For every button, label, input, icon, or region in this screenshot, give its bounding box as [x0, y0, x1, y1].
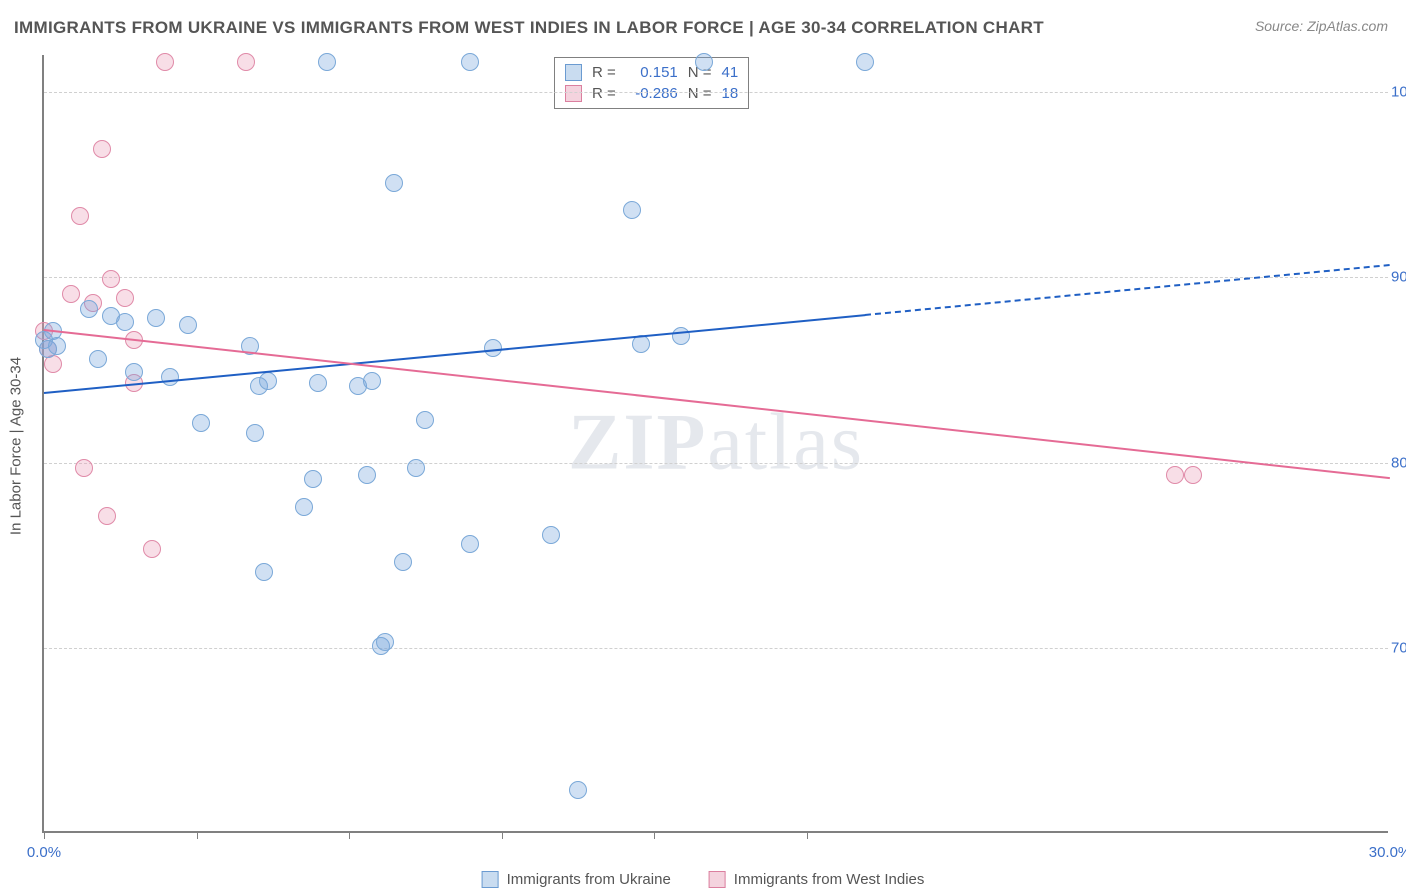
chart-title: IMMIGRANTS FROM UKRAINE VS IMMIGRANTS FR…: [14, 18, 1044, 38]
watermark-zip: ZIP: [568, 399, 707, 487]
legend-label-ukraine: Immigrants from Ukraine: [507, 871, 671, 888]
source-attribution: Source: ZipAtlas.com: [1255, 18, 1388, 34]
gridline: [44, 277, 1388, 278]
watermark: ZIPatlas: [568, 398, 864, 489]
westindies-point: [237, 53, 255, 71]
ukraine-point: [304, 470, 322, 488]
westindies-point: [75, 459, 93, 477]
ukraine-point: [461, 53, 479, 71]
ukraine-point: [363, 372, 381, 390]
trend-ukraine: [44, 314, 865, 394]
ukraine-point: [147, 309, 165, 327]
bottom-legend: Immigrants from Ukraine Immigrants from …: [482, 871, 925, 888]
ukraine-point: [318, 53, 336, 71]
ukraine-point: [179, 316, 197, 334]
ukraine-point: [80, 300, 98, 318]
swatch-ukraine-icon: [482, 871, 499, 888]
legend-item-westindies: Immigrants from West Indies: [709, 871, 925, 888]
ukraine-point: [116, 313, 134, 331]
ukraine-point: [192, 414, 210, 432]
ukraine-point: [385, 174, 403, 192]
westindies-point: [71, 207, 89, 225]
y-tick-label: 90.0%: [1391, 269, 1406, 286]
swatch-westindies-icon: [709, 871, 726, 888]
stats-row-ukraine: R = 0.151 N = 41: [565, 62, 738, 83]
x-tick: [502, 831, 503, 839]
n-label: N =: [688, 85, 712, 102]
ukraine-point: [358, 466, 376, 484]
gridline: [44, 92, 1388, 93]
ukraine-point: [407, 459, 425, 477]
swatch-ukraine-icon: [565, 64, 582, 81]
westindies-point: [102, 270, 120, 288]
ukraine-point: [484, 339, 502, 357]
x-tick: [44, 831, 45, 839]
westindies-point: [1166, 466, 1184, 484]
ukraine-point: [569, 781, 587, 799]
gridline: [44, 463, 1388, 464]
r-value-westindies: -0.286: [626, 85, 678, 102]
ukraine-point: [542, 526, 560, 544]
r-label: R =: [592, 85, 616, 102]
trend-ukraine-extrapolated: [865, 264, 1390, 316]
y-axis-label: In Labor Force | Age 30-34: [8, 357, 25, 535]
westindies-point: [1184, 466, 1202, 484]
ukraine-point: [309, 374, 327, 392]
ukraine-point: [259, 372, 277, 390]
r-value-ukraine: 0.151: [626, 64, 678, 81]
stats-box: R = 0.151 N = 41 R = -0.286 N = 18: [554, 57, 749, 109]
r-label: R =: [592, 64, 616, 81]
x-tick-label: 0.0%: [27, 844, 61, 861]
ukraine-point: [89, 350, 107, 368]
legend-item-ukraine: Immigrants from Ukraine: [482, 871, 671, 888]
westindies-point: [143, 540, 161, 558]
y-tick-label: 70.0%: [1391, 639, 1406, 656]
westindies-point: [156, 53, 174, 71]
y-tick-label: 100.0%: [1391, 84, 1406, 101]
ukraine-point: [255, 563, 273, 581]
ukraine-point: [161, 368, 179, 386]
ukraine-point: [461, 535, 479, 553]
gridline: [44, 648, 1388, 649]
westindies-point: [98, 507, 116, 525]
legend-label-westindies: Immigrants from West Indies: [734, 871, 925, 888]
x-tick: [807, 831, 808, 839]
stats-row-westindies: R = -0.286 N = 18: [565, 83, 738, 104]
plot-area: ZIPatlas R = 0.151 N = 41 R = -0.286 N =…: [42, 55, 1388, 833]
ukraine-point: [376, 633, 394, 651]
ukraine-point: [125, 363, 143, 381]
ukraine-point: [295, 498, 313, 516]
swatch-westindies-icon: [565, 85, 582, 102]
westindies-point: [62, 285, 80, 303]
ukraine-point: [856, 53, 874, 71]
n-value-ukraine: 41: [722, 64, 739, 81]
ukraine-point: [394, 553, 412, 571]
x-tick: [654, 831, 655, 839]
westindies-point: [93, 140, 111, 158]
ukraine-point: [416, 411, 434, 429]
x-tick-label: 30.0%: [1369, 844, 1406, 861]
westindies-point: [116, 289, 134, 307]
ukraine-point: [695, 53, 713, 71]
ukraine-point: [48, 337, 66, 355]
trend-westindies: [44, 329, 1390, 479]
y-tick-label: 80.0%: [1391, 454, 1406, 471]
ukraine-point: [623, 201, 641, 219]
n-value-westindies: 18: [722, 85, 739, 102]
x-tick: [349, 831, 350, 839]
x-tick: [197, 831, 198, 839]
ukraine-point: [246, 424, 264, 442]
